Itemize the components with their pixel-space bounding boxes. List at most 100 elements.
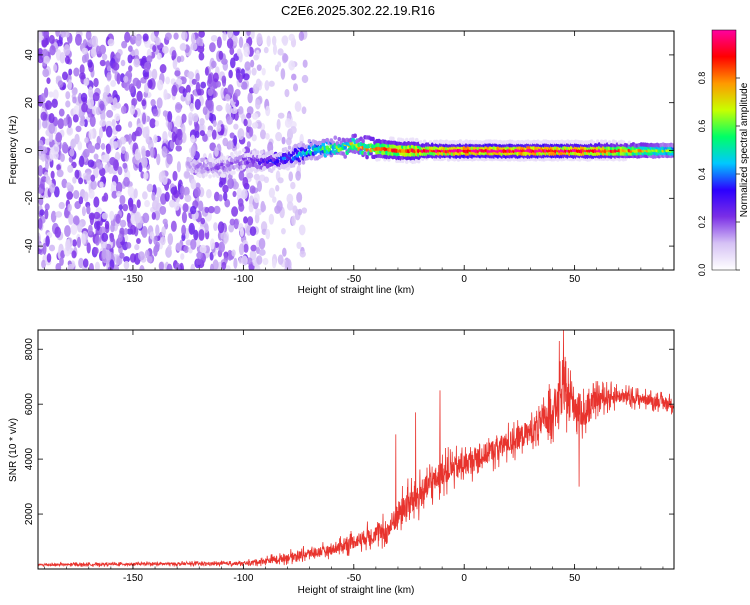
spectrogram-cell xyxy=(99,119,107,127)
spectrogram-cell xyxy=(99,226,106,235)
spectrogram-cell xyxy=(228,223,235,233)
spectrogram-cell xyxy=(263,176,270,184)
spectrogram-cell xyxy=(199,244,207,254)
spectrogram-cell xyxy=(209,251,214,261)
spectrogram-cell xyxy=(101,232,109,242)
spectrogram-cell xyxy=(256,64,262,72)
spectrogram-cell xyxy=(294,101,302,113)
spectrogram-cell xyxy=(163,89,168,101)
spectrogram-cell xyxy=(255,208,262,216)
spectrogram-cell xyxy=(159,205,167,215)
spectrogram-cell xyxy=(183,186,190,197)
spectrogram-cell xyxy=(138,162,143,173)
spectrogram-cell xyxy=(247,92,253,104)
spectrogram-cell xyxy=(123,176,130,187)
spectrogram-cell xyxy=(38,235,41,247)
spectrogram-cell xyxy=(121,40,128,49)
spectrogram-cell xyxy=(105,125,113,138)
spectrogram-cell xyxy=(226,38,234,49)
spectrogram-cell xyxy=(288,60,296,71)
spectrogram-cell xyxy=(47,179,53,186)
spectrogram-cell xyxy=(183,170,191,180)
spectrogram-cell xyxy=(285,258,292,270)
spectrogram-cell xyxy=(135,126,143,137)
spectrogram-cell xyxy=(229,47,235,56)
spectrogram-cell xyxy=(246,118,252,127)
spectrogram-cell xyxy=(179,43,187,51)
spectrogram-cell xyxy=(48,34,55,44)
spectrogram-cell xyxy=(120,59,126,67)
spectrogram-track-cell xyxy=(353,133,357,138)
spectrogram-cell xyxy=(87,97,94,110)
spectrogram-cell xyxy=(175,115,182,128)
spectrogram-cell xyxy=(42,68,50,78)
spectrogram-cell xyxy=(209,142,217,152)
spectrogram-cell xyxy=(249,226,257,237)
spectrogram-cell xyxy=(89,115,96,127)
spectrogram-cell xyxy=(107,38,115,47)
spectrogram-cell xyxy=(216,124,222,132)
spectrogram-cell xyxy=(238,243,245,256)
spectrogram-cell xyxy=(127,133,133,145)
spectrogram-cell xyxy=(282,53,289,63)
spectrogram-cell xyxy=(249,249,257,261)
spectrogram-track-cell xyxy=(275,159,280,164)
spectrogram-cell xyxy=(63,44,71,56)
spectrogram-cell xyxy=(80,92,88,103)
spectrogram-track-cell xyxy=(271,166,276,171)
spectrogram-cell xyxy=(155,241,160,249)
snr-y-tick-label: 8000 xyxy=(24,338,35,361)
spectrogram-cell xyxy=(149,231,155,240)
spectrogram-cell xyxy=(167,244,172,251)
spectrogram-track-cell xyxy=(418,140,423,145)
spectrogram-cell xyxy=(83,191,89,202)
spectrogram-cell xyxy=(139,265,145,270)
spectrogram-cell xyxy=(207,99,214,112)
spectrogram-cell xyxy=(66,191,74,200)
spectrogram-cell xyxy=(301,207,308,214)
spectrogram-y-tick-label: 0 xyxy=(24,147,35,153)
spectrogram-cell xyxy=(194,122,200,133)
spectrogram-cell xyxy=(95,106,101,116)
spectrogram-cell xyxy=(288,33,295,42)
spectrogram-cell xyxy=(46,253,52,263)
spectrogram-cell xyxy=(155,186,162,198)
spectrogram-cell xyxy=(67,263,74,270)
spectrogram-cell xyxy=(156,153,161,166)
spectrogram-cell xyxy=(50,170,55,179)
spectrogram-cell xyxy=(153,31,160,37)
spectrogram-y-tick-label: 40 xyxy=(24,49,35,61)
spectrogram-cell xyxy=(101,195,107,202)
spectrogram-cell xyxy=(233,135,238,147)
spectrogram-cell xyxy=(174,102,182,113)
spectrogram-cell xyxy=(117,166,123,176)
spectrogram-cell xyxy=(59,51,66,64)
spectrogram-cell xyxy=(87,224,93,236)
spectrogram-track-cell xyxy=(321,142,326,147)
spectrogram-cell xyxy=(93,153,99,160)
spectrogram-cell xyxy=(123,75,129,83)
spectrogram-cell xyxy=(226,265,231,270)
spectrogram-cell xyxy=(86,171,92,181)
spectrogram-cell xyxy=(75,33,82,46)
spectrogram-cell xyxy=(229,218,236,226)
spectrogram-cell xyxy=(260,203,267,212)
snr-x-tick-label: -150 xyxy=(123,573,143,584)
spectrogram-cell xyxy=(216,81,222,88)
spectrogram-track-cell xyxy=(204,163,208,168)
spectrogram-cell xyxy=(244,61,251,71)
spectrogram-cell xyxy=(123,256,131,263)
spectrogram-cell xyxy=(277,254,284,265)
spectrogram-cell xyxy=(64,31,70,38)
spectrogram-cell xyxy=(97,161,104,170)
spectrogram-cell xyxy=(284,118,292,128)
spectrogram-cell xyxy=(154,210,161,221)
spectrogram-cell xyxy=(190,238,197,250)
spectrogram-track-cell xyxy=(416,159,421,164)
spectrogram-cell xyxy=(210,34,218,42)
spectrogram-cell xyxy=(93,166,99,179)
spectrogram-cell xyxy=(202,106,208,116)
spectrogram-track-cell xyxy=(232,170,236,175)
spectrogram-track-cell xyxy=(257,154,262,159)
colorbar xyxy=(711,29,737,271)
